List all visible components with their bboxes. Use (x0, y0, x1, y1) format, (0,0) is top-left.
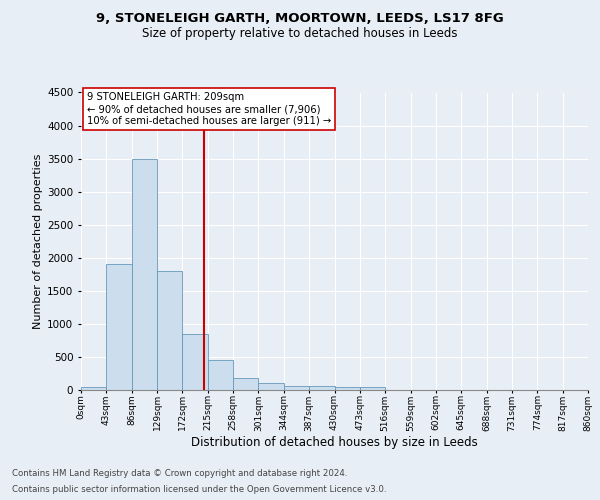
Bar (309, 386, 335, 390)
Bar (284, 386, 309, 390)
Bar (182, 334, 208, 390)
Text: Size of property relative to detached houses in Leeds: Size of property relative to detached ho… (142, 26, 458, 40)
Text: Contains HM Land Registry data © Crown copyright and database right 2024.: Contains HM Land Registry data © Crown c… (12, 468, 347, 477)
Text: Contains public sector information licensed under the Open Government Licence v3: Contains public sector information licen… (12, 485, 386, 494)
Bar (233, 378, 259, 390)
Bar (360, 386, 385, 390)
Bar (335, 386, 360, 390)
Bar (106, 264, 132, 390)
Bar (157, 271, 182, 390)
Bar (259, 384, 284, 390)
Text: 9 STONELEIGH GARTH: 209sqm
← 90% of detached houses are smaller (7,906)
10% of s: 9 STONELEIGH GARTH: 209sqm ← 90% of deta… (86, 92, 331, 126)
Y-axis label: Number of detached properties: Number of detached properties (33, 154, 43, 329)
Bar (132, 158, 157, 390)
Bar (81, 386, 106, 390)
X-axis label: Distribution of detached houses by size in Leeds: Distribution of detached houses by size … (191, 436, 478, 449)
Bar (208, 360, 233, 390)
Text: 9, STONELEIGH GARTH, MOORTOWN, LEEDS, LS17 8FG: 9, STONELEIGH GARTH, MOORTOWN, LEEDS, LS… (96, 12, 504, 26)
